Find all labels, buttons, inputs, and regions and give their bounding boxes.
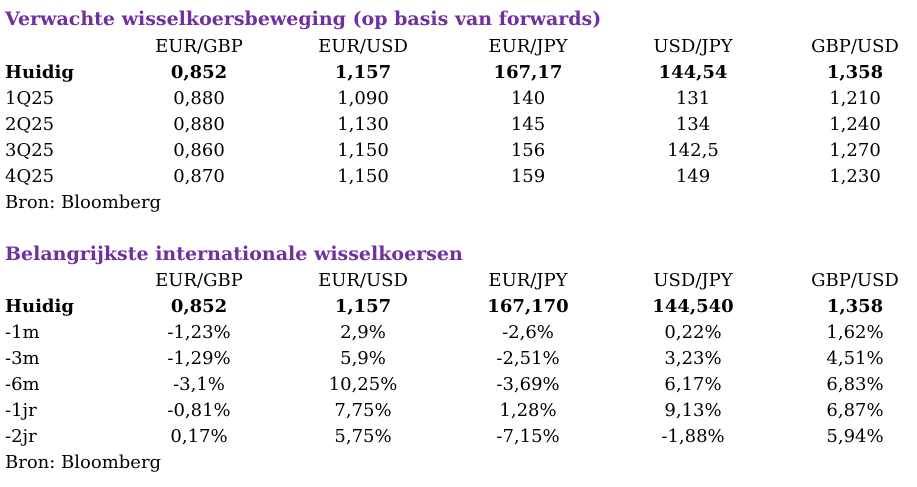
cell: 1,090 [337, 88, 389, 109]
row-label: -6m [5, 374, 40, 395]
cell: 0,22% [664, 322, 722, 343]
cell: 6,87% [826, 400, 884, 421]
cell: 167,17 [493, 62, 563, 83]
cell: 1,157 [334, 296, 392, 317]
table-row: -2jr 0,17% 5,75% -7,15% -1,88% 5,94% [0, 424, 917, 450]
rates-title: Belangrijkste internationale wisselkoers… [5, 243, 463, 265]
cell: 131 [675, 88, 711, 109]
header-eur-jpy: EUR/JPY [488, 270, 568, 291]
cell: 1,358 [826, 62, 884, 83]
cell: 1,150 [337, 166, 389, 187]
cell: -3,1% [173, 374, 225, 395]
cell: 1,130 [337, 114, 389, 135]
cell: 140 [510, 88, 546, 109]
header-eur-gbp: EUR/GBP [155, 270, 243, 291]
header-eur-usd: EUR/USD [318, 270, 408, 291]
cell: 1,230 [829, 166, 881, 187]
cell: 0,860 [173, 140, 225, 161]
cell: 1,157 [334, 62, 392, 83]
cell: 4,51% [826, 348, 884, 369]
table-row: Huidig 0,852 1,157 167,17 144,54 1,358 [0, 60, 917, 86]
cell: 6,17% [664, 374, 722, 395]
forecast-header-row: EUR/GBP EUR/USD EUR/JPY USD/JPY GBP/USD [0, 34, 917, 60]
row-label: 2Q25 [5, 114, 55, 135]
cell: 1,270 [829, 140, 881, 161]
row-label: -1m [5, 322, 40, 343]
cell: -0,81% [167, 400, 231, 421]
cell: 1,240 [829, 114, 881, 135]
cell: -1,23% [167, 322, 231, 343]
cell: -1,29% [167, 348, 231, 369]
table-row: -1m -1,23% 2,9% -2,6% 0,22% 1,62% [0, 320, 917, 346]
cell: 0,880 [173, 88, 225, 109]
table-row: 4Q25 0,870 1,150 159 149 1,230 [0, 164, 917, 190]
header-usd-jpy: USD/JPY [653, 270, 733, 291]
cell: 5,9% [340, 348, 386, 369]
source-note: Bron: Bloomberg [5, 452, 162, 473]
header-eur-gbp: EUR/GBP [155, 36, 243, 57]
row-label: 1Q25 [5, 88, 55, 109]
cell: -1,88% [661, 426, 725, 447]
cell: -7,15% [496, 426, 560, 447]
cell: 9,13% [664, 400, 722, 421]
header-gbp-usd: GBP/USD [811, 36, 899, 57]
cell: -3,69% [496, 374, 560, 395]
row-label: -2jr [5, 426, 37, 447]
cell: 1,150 [337, 140, 389, 161]
cell: 1,210 [829, 88, 881, 109]
cell: 2,9% [340, 322, 386, 343]
cell: 156 [510, 140, 546, 161]
cell: 3,23% [664, 348, 722, 369]
cell: 142,5 [667, 140, 719, 161]
cell: 10,25% [328, 374, 398, 395]
table-row: 2Q25 0,880 1,130 145 134 1,240 [0, 112, 917, 138]
cell: 7,75% [334, 400, 392, 421]
cell: 5,75% [334, 426, 392, 447]
cell: 149 [675, 166, 711, 187]
cell: 1,62% [826, 322, 884, 343]
row-label: 4Q25 [5, 166, 55, 187]
forecast-title: Verwachte wisselkoersbeweging (op basis … [5, 8, 602, 30]
row-label: 3Q25 [5, 140, 55, 161]
cell: 145 [510, 114, 546, 135]
table-row: 1Q25 0,880 1,090 140 131 1,210 [0, 86, 917, 112]
cell: 0,870 [173, 166, 225, 187]
header-gbp-usd: GBP/USD [811, 270, 899, 291]
cell: 144,540 [652, 296, 734, 317]
cell: 0,880 [173, 114, 225, 135]
header-eur-jpy: EUR/JPY [488, 36, 568, 57]
source-note: Bron: Bloomberg [5, 192, 162, 213]
cell: -2,51% [496, 348, 560, 369]
cell: 159 [510, 166, 546, 187]
table-row: -6m -3,1% 10,25% -3,69% 6,17% 6,83% [0, 372, 917, 398]
rates-header-row: EUR/GBP EUR/USD EUR/JPY USD/JPY GBP/USD [0, 268, 917, 294]
table-row: -1jr -0,81% 7,75% 1,28% 9,13% 6,87% [0, 398, 917, 424]
row-label: -3m [5, 348, 40, 369]
header-usd-jpy: USD/JPY [653, 36, 733, 57]
table-row: 3Q25 0,860 1,150 156 142,5 1,270 [0, 138, 917, 164]
cell: 167,170 [487, 296, 569, 317]
cell: 0,17% [170, 426, 228, 447]
row-label: -1jr [5, 400, 37, 421]
row-label: Huidig [5, 296, 74, 317]
cell: 6,83% [826, 374, 884, 395]
header-eur-usd: EUR/USD [318, 36, 408, 57]
row-label: Huidig [5, 62, 74, 83]
cell: 5,94% [826, 426, 884, 447]
table-row: Huidig 0,852 1,157 167,170 144,540 1,358 [0, 294, 917, 320]
cell: -2,6% [502, 322, 554, 343]
table-row: -3m -1,29% 5,9% -2,51% 3,23% 4,51% [0, 346, 917, 372]
cell: 144,54 [658, 62, 728, 83]
cell: 1,28% [499, 400, 557, 421]
cell: 0,852 [170, 62, 228, 83]
cell: 134 [675, 114, 711, 135]
cell: 1,358 [826, 296, 884, 317]
cell: 0,852 [170, 296, 228, 317]
